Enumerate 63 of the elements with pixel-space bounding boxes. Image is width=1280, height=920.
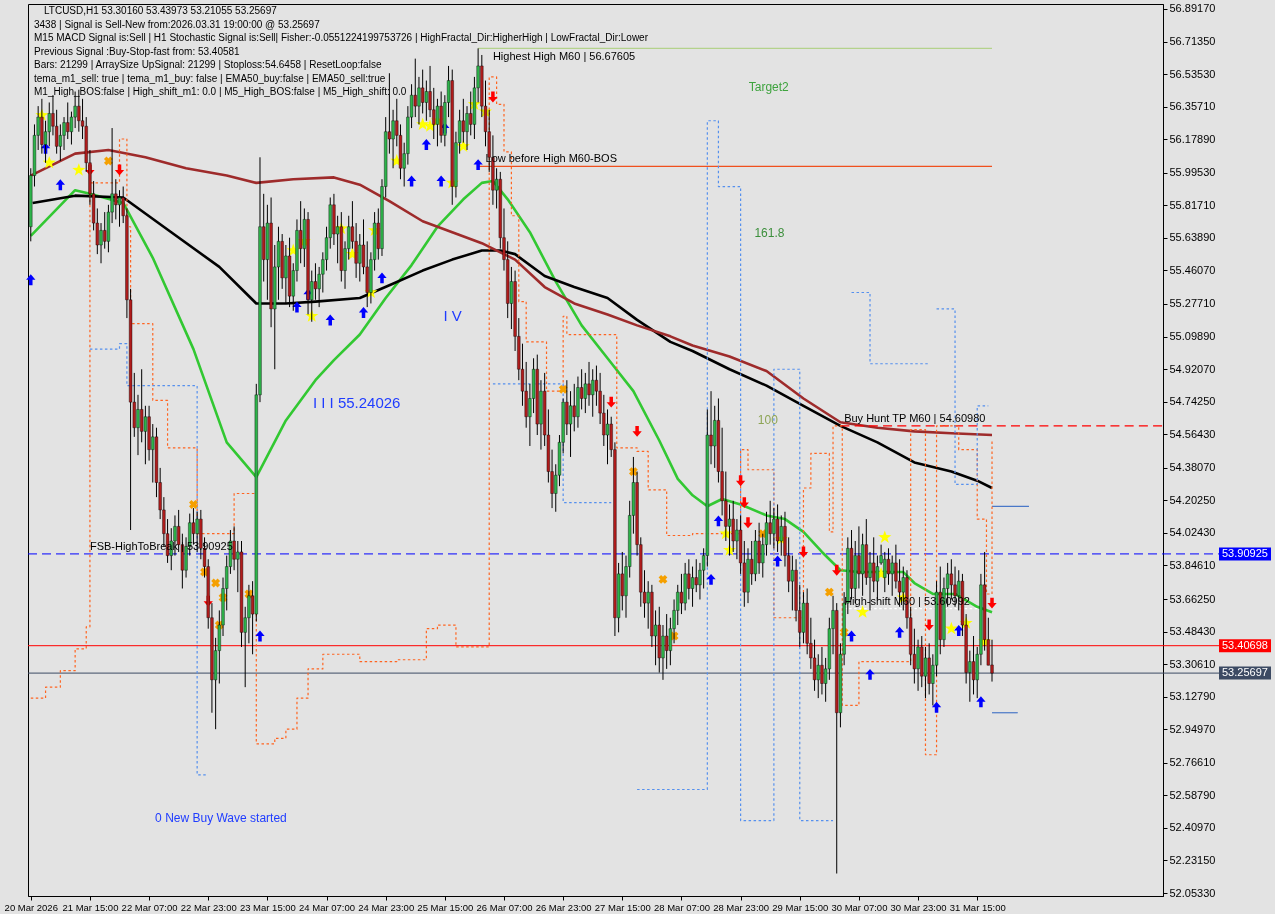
y-tick-label: 54.20250: [1169, 493, 1216, 506]
annotation: 3438 | Signal is Sell-New from:2026.03.31 19:00:00 @ 53.25697: [34, 18, 321, 30]
x-tick-label: 29 Mar 15:00: [772, 901, 829, 913]
x-tick-label: 24 Mar 23:00: [358, 901, 415, 913]
annotation: Highest High M60 | 56.67605: [492, 50, 636, 63]
y-tick-label: 53.66250: [1169, 592, 1216, 605]
annotation: Target2: [748, 79, 790, 94]
x-tick-label: 24 Mar 07:00: [299, 901, 356, 913]
chart-title: LTCUSD,H1 53.30160 53.43973 53.21055 53.25697: [44, 5, 278, 16]
annotation: I V: [443, 307, 462, 325]
y-tick-label: 53.30610: [1169, 657, 1216, 670]
y-tick-label: 52.40970: [1169, 821, 1216, 834]
x-tick-label: 27 Mar 15:00: [594, 901, 651, 913]
y-tick-label: 56.35710: [1169, 100, 1216, 113]
x-tick-label: 30 Mar 07:00: [831, 901, 888, 913]
y-tick-label: 56.71350: [1169, 35, 1216, 48]
x-tick-label: 30 Mar 23:00: [890, 901, 947, 913]
y-tick-label: 52.76610: [1169, 756, 1216, 769]
y-tick-label: 55.09890: [1169, 330, 1216, 343]
y-tick-label: 52.58790: [1169, 788, 1216, 801]
annotation: tema_m1_sell: true | tema_m1_buy: false | EMA50_buy:false | EMA50_sell:true: [34, 72, 386, 84]
x-tick-label: 21 Mar 15:00: [62, 901, 119, 913]
y-tick-label: 55.81710: [1169, 198, 1216, 211]
annotation: 100: [757, 412, 779, 427]
y-tick-label: 54.02430: [1169, 526, 1216, 539]
y-tick-label: 53.48430: [1169, 625, 1216, 638]
annotation: M1_High_BOS:false | High_shift_m1: 0.0 | M5_High_BOS:false | M5_High_shift: 0.0: [34, 86, 407, 97]
y-tick-label: 56.89170: [1169, 2, 1216, 15]
x-tick-label: 20 Mar 2026: [4, 901, 58, 913]
annotation: Buy Hunt TP M60 | 54.60980: [844, 411, 986, 424]
y-tick-label: 55.99530: [1169, 166, 1216, 179]
y-tick-label: 54.74250: [1169, 395, 1216, 408]
annotation: Bars: 21299 | ArraySize UpSignal: 21299 | Stoploss:54.6458 | ResetLoop:false: [34, 59, 382, 70]
y-tick-label: 54.38070: [1169, 461, 1216, 474]
x-tick-label: 22 Mar 07:00: [121, 901, 178, 913]
y-tick-label: 54.56430: [1169, 427, 1216, 440]
annotation: Previous Signal :Buy-Stop-fast from: 53.40581: [34, 45, 241, 57]
annotation: 161.8: [754, 226, 785, 241]
x-tick-label: 25 Mar 15:00: [417, 901, 474, 913]
y-tick-label: 56.53530: [1169, 67, 1216, 80]
x-tick-label: 22 Mar 23:00: [180, 901, 237, 913]
y-tick-label: 52.23150: [1169, 853, 1216, 866]
y-tick-label: 55.46070: [1169, 263, 1216, 276]
x-tick-label: 23 Mar 15:00: [239, 901, 296, 913]
ref-line-label: 53.25697: [1222, 666, 1268, 679]
y-tick-label: 53.84610: [1169, 558, 1216, 571]
annotation: M15 MACD Signal is:Sell | H1 Stochastic Signal is:Sell| Fisher:-0.0551224199753726 | HighFractal_Dir:HigherHigh | LowFractal_Dir:Lower: [34, 32, 649, 43]
x-tick-label: 28 Mar 23:00: [713, 901, 770, 913]
ref-line-label: 53.40698: [1222, 638, 1268, 651]
y-tick-label: 55.27710: [1169, 297, 1216, 310]
y-tick-label: 53.12790: [1169, 690, 1216, 703]
x-tick-label: 26 Mar 07:00: [476, 901, 533, 913]
x-tick-label: 28 Mar 07:00: [653, 901, 710, 913]
annotation: I I I 55.24026: [312, 393, 401, 411]
y-tick-label: 54.92070: [1169, 362, 1216, 375]
annotation: 0 New Buy Wave started: [155, 811, 287, 826]
x-tick-label: 26 Mar 23:00: [535, 901, 592, 913]
ref-line-label: 53.90925: [1222, 546, 1268, 559]
y-tick-label: 52.05330: [1169, 886, 1216, 899]
y-tick-label: 55.63890: [1169, 231, 1216, 244]
y-tick-label: 56.17890: [1169, 132, 1216, 145]
x-tick-label: 31 Mar 15:00: [949, 901, 1006, 913]
y-tick-label: 52.94970: [1169, 722, 1216, 735]
